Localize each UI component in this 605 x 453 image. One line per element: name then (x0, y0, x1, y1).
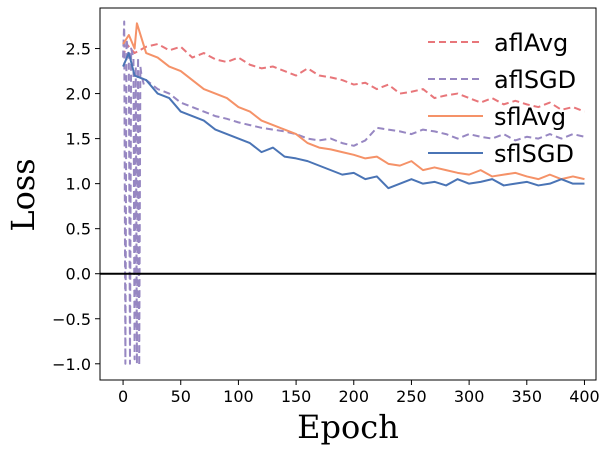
y-tick-label: 0.0 (66, 265, 91, 284)
y-tick-label: −1.0 (52, 355, 91, 374)
y-tick-label: 2.5 (66, 40, 91, 59)
legend: aflAvg aflSGD sflAvg sflSGD (428, 29, 576, 168)
axis-layer: 0 50 100 150 200 250 300 350 400 −1.0 −0.5 0.0 0.5 1.… (52, 40, 600, 406)
y-tick-label: 0.5 (66, 220, 91, 239)
series-layer (100, 20, 596, 367)
x-tick-label: 400 (569, 387, 600, 406)
y-axis-title: Loss (4, 158, 42, 231)
x-tick-label: 350 (512, 387, 543, 406)
y-tick-label: 1.5 (66, 130, 91, 149)
x-tick-label: 100 (223, 387, 254, 406)
legend-label-aflSGD: aflSGD (494, 66, 576, 94)
series-line-sflSGD (122, 52, 585, 190)
y-tick-label: −0.5 (52, 310, 91, 329)
x-tick-label: 0 (118, 387, 128, 406)
legend-label-sflAvg: sflAvg (494, 103, 566, 131)
x-axis-title: Epoch (297, 408, 399, 446)
legend-label-sflSGD: sflSGD (494, 140, 574, 168)
x-tick-label: 250 (396, 387, 427, 406)
series-line-sflAvg (122, 22, 585, 181)
y-tick-label: 2.0 (66, 85, 91, 104)
plot-frame (99, 7, 597, 381)
x-tick-label: 50 (171, 387, 191, 406)
series-line-aflAvg (122, 43, 585, 113)
x-tick-label: 200 (338, 387, 369, 406)
y-tick-label: 1.0 (66, 175, 91, 194)
legend-label-aflAvg: aflAvg (494, 29, 568, 57)
x-tick-label: 150 (281, 387, 312, 406)
x-tick-label: 300 (454, 387, 485, 406)
